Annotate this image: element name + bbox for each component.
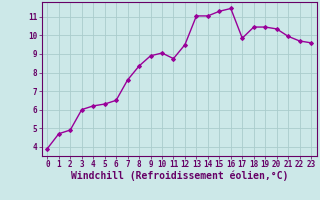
X-axis label: Windchill (Refroidissement éolien,°C): Windchill (Refroidissement éolien,°C) [70,171,288,181]
